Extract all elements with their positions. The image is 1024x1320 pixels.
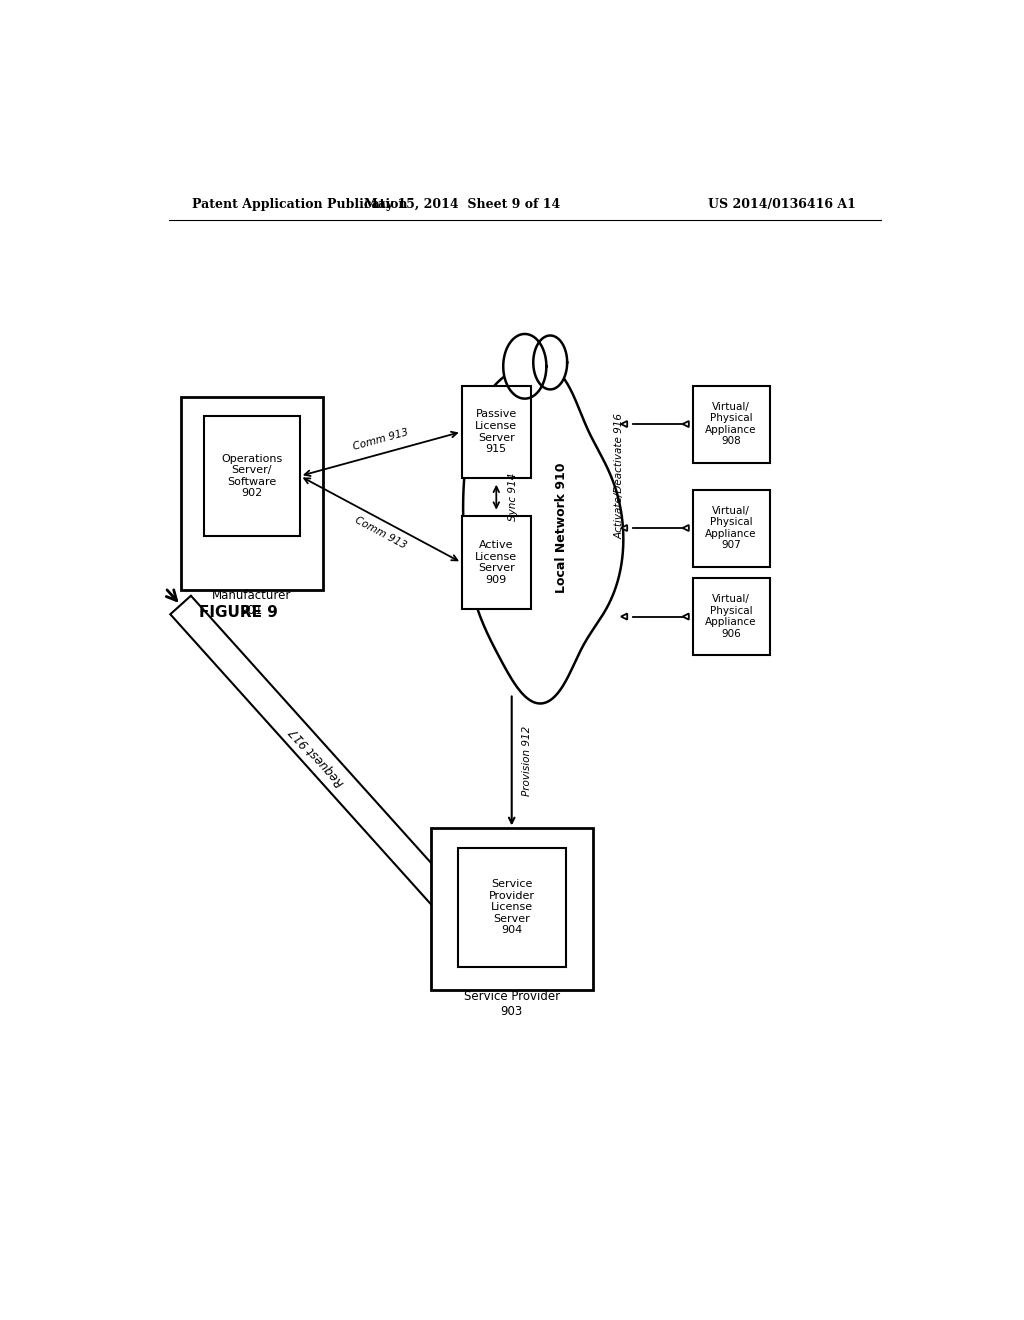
Bar (462, 516, 531, 609)
Polygon shape (683, 614, 689, 619)
Bar (692, 385, 770, 462)
Text: Local Network 910: Local Network 910 (555, 463, 568, 593)
Text: Virtual/
Physical
Appliance
907: Virtual/ Physical Appliance 907 (706, 506, 757, 550)
Bar (458, 847, 565, 966)
Text: US 2014/0136416 A1: US 2014/0136416 A1 (708, 198, 856, 211)
Text: Service
Provider
License
Server
904: Service Provider License Server 904 (488, 879, 535, 936)
Bar (431, 829, 593, 990)
Polygon shape (503, 334, 547, 399)
Polygon shape (170, 595, 464, 919)
Bar (462, 385, 531, 478)
Text: Active
License
Server
909: Active License Server 909 (475, 540, 517, 585)
Polygon shape (621, 614, 628, 619)
Text: Service Provider
903: Service Provider 903 (464, 990, 560, 1018)
Text: Passive
License
Server
915: Passive License Server 915 (475, 409, 517, 454)
Text: Comm 913: Comm 913 (352, 428, 410, 453)
Polygon shape (683, 421, 689, 428)
Text: May 15, 2014  Sheet 9 of 14: May 15, 2014 Sheet 9 of 14 (364, 198, 560, 211)
Text: Operations
Server/
Software
902: Operations Server/ Software 902 (221, 454, 283, 499)
Polygon shape (683, 525, 689, 531)
Polygon shape (621, 421, 628, 428)
Text: Manufacturer
901: Manufacturer 901 (212, 590, 292, 618)
Bar (692, 490, 770, 566)
Text: Request 917: Request 917 (288, 725, 347, 789)
Polygon shape (621, 525, 628, 531)
Bar (204, 416, 300, 536)
Text: Patent Application Publication: Patent Application Publication (193, 198, 408, 211)
Text: Virtual/
Physical
Appliance
906: Virtual/ Physical Appliance 906 (706, 594, 757, 639)
Text: Virtual/
Physical
Appliance
908: Virtual/ Physical Appliance 908 (706, 401, 757, 446)
Polygon shape (463, 363, 624, 704)
Text: FIGURE 9: FIGURE 9 (199, 605, 278, 620)
Text: Provision 912: Provision 912 (522, 726, 532, 796)
Text: Comm 913: Comm 913 (353, 515, 409, 550)
Bar (692, 578, 770, 655)
Bar (180, 397, 323, 590)
Text: Sync 914: Sync 914 (508, 473, 518, 521)
Polygon shape (534, 335, 567, 389)
Text: Activate/Deactivate 916: Activate/Deactivate 916 (614, 413, 625, 539)
